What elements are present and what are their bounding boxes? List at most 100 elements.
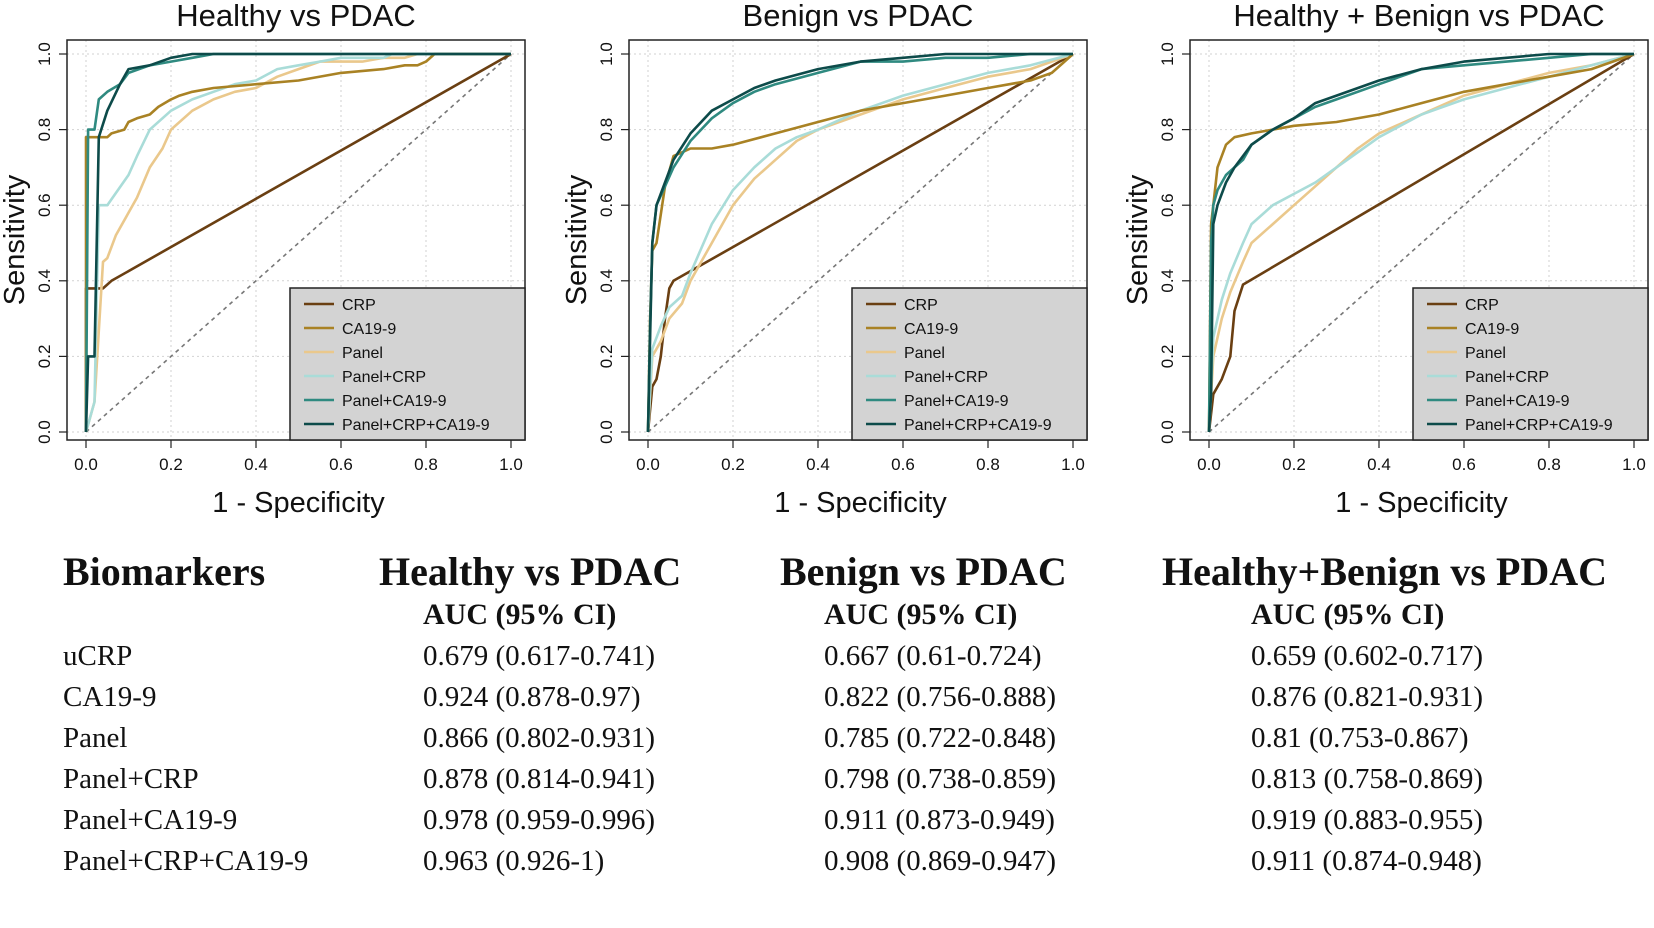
roc-line-panel	[84, 52, 511, 433]
y-tick-label: 0.6	[597, 193, 616, 217]
legend-label: Panel	[1465, 345, 1506, 362]
x-tick-label: 0.2	[1282, 455, 1306, 474]
y-axis-label: Sensitivity	[1122, 174, 1154, 305]
roc-line-panel-crp	[646, 52, 1074, 433]
y-tick-label: 0.0	[35, 420, 54, 444]
y-tick-label: 0.8	[35, 118, 54, 142]
y-tick-label: 1.0	[597, 42, 616, 66]
y-tick-label: 0.2	[597, 345, 616, 369]
legend-label: Panel	[342, 345, 383, 362]
legend-label: Panel+CRP+CA19-9	[1465, 417, 1613, 434]
table-cell-auc: 0.978 (0.959-0.996)	[423, 804, 655, 836]
table-cell-auc: 0.908 (0.869-0.947)	[824, 845, 1056, 877]
roc-line-panel	[646, 52, 1074, 433]
table-cell-auc: 0.911 (0.874-0.948)	[1251, 845, 1482, 877]
table-header-comparison: Benign vs PDAC	[780, 549, 1067, 594]
table-row-label: Panel+CRP	[63, 763, 199, 795]
x-tick-label: 0.4	[806, 455, 830, 474]
roc-charts: Healthy vs PDAC 0.0 0.2 0.4 0.6 0.8 1.0 0.0 0.2 0…	[0, 0, 1649, 519]
legend-label: CRP	[342, 297, 376, 314]
legend-label: Panel+CA19-9	[904, 393, 1009, 410]
roc-line-panel-crp-ca19-9	[1207, 52, 1634, 433]
x-axis-label: 1 - Specificity	[212, 487, 385, 519]
table-cell-auc: 0.876 (0.821-0.931)	[1251, 681, 1483, 713]
table-cell-auc: 0.813 (0.758-0.869)	[1251, 763, 1483, 795]
x-tick-label: 0.0	[74, 455, 98, 474]
y-tick-label: 1.0	[1158, 42, 1177, 66]
table-row-label: Panel+CRP+CA19-9	[63, 845, 309, 877]
y-tick-label: 0.4	[35, 269, 54, 293]
table-subheader-auc: AUC (95% CI)	[423, 598, 617, 631]
x-tick-label: 0.0	[636, 455, 660, 474]
x-tick-label: 1.0	[1622, 455, 1646, 474]
legend-label: Panel+CRP	[342, 369, 426, 386]
roc-chart-3: Healthy + Benign vs PDAC 0.0 0.2 0.4 0.6 0.8 1…	[1122, 0, 1649, 519]
y-tick-label: 1.0	[35, 42, 54, 66]
table-cell-auc: 0.878 (0.814-0.941)	[423, 763, 655, 795]
y-tick-label: 0.4	[597, 269, 616, 293]
legend: CRP CA19-9 Panel Panel+CRP Panel+CA19-9 Panel…	[289, 287, 526, 441]
legend-label: Panel+CA19-9	[342, 393, 447, 410]
legend-box	[1412, 287, 1649, 441]
chart-title: Benign vs PDAC	[743, 0, 974, 33]
table-cell-auc: 0.919 (0.883-0.955)	[1251, 804, 1483, 836]
legend-box	[289, 287, 526, 441]
table-cell-auc: 0.659 (0.602-0.717)	[1251, 640, 1483, 672]
auc-table: Biomarkers Healthy vs PDAC Benign vs PDAC H…	[0, 549, 1654, 928]
x-tick-label: 0.6	[891, 455, 915, 474]
table-cell-auc: 0.866 (0.802-0.931)	[423, 722, 655, 754]
legend-label: Panel+CA19-9	[1465, 393, 1570, 410]
x-axis-label: 1 - Specificity	[1335, 487, 1508, 519]
legend-label: Panel+CRP+CA19-9	[904, 417, 1052, 434]
legend-label: Panel+CRP	[1465, 369, 1549, 386]
table-cell-auc: 0.822 (0.756-0.888)	[824, 681, 1056, 713]
y-tick-label: 0.2	[1158, 345, 1177, 369]
legend-label: CRP	[904, 297, 938, 314]
table-cell-auc: 0.963 (0.926-1)	[423, 845, 605, 877]
table-cell-auc: 0.785 (0.722-0.848)	[824, 722, 1056, 754]
x-tick-label: 0.4	[244, 455, 268, 474]
y-tick-label: 0.0	[597, 420, 616, 444]
x-tick-label: 0.8	[1537, 455, 1561, 474]
x-tick-label: 0.8	[976, 455, 1000, 474]
x-tick-label: 1.0	[499, 455, 523, 474]
table-cell-auc: 0.798 (0.738-0.859)	[824, 763, 1056, 795]
legend-box	[851, 287, 1088, 441]
table-cell-auc: 0.911 (0.873-0.949)	[824, 804, 1055, 836]
legend-label: Panel+CRP+CA19-9	[342, 417, 490, 434]
y-tick-label: 0.6	[1158, 193, 1177, 217]
table-cell-auc: 0.679 (0.617-0.741)	[423, 640, 655, 672]
x-tick-label: 0.6	[1452, 455, 1476, 474]
table-cell-auc: 0.924 (0.878-0.97)	[423, 681, 641, 713]
x-tick-label: 0.0	[1197, 455, 1221, 474]
x-tick-label: 0.2	[159, 455, 183, 474]
y-tick-label: 0.6	[35, 193, 54, 217]
legend-label: Panel	[904, 345, 945, 362]
chart-title: Healthy + Benign vs PDAC	[1233, 0, 1604, 33]
y-tick-label: 0.4	[1158, 269, 1177, 293]
x-tick-label: 0.2	[721, 455, 745, 474]
chance-diagonal	[1208, 53, 1635, 433]
table-row-label: Panel	[63, 722, 128, 754]
table-cell-auc: 0.667 (0.61-0.724)	[824, 640, 1042, 672]
roc-line-ca19-9	[1207, 52, 1635, 433]
x-tick-label: 0.6	[329, 455, 353, 474]
table-subheader-auc: AUC (95% CI)	[1251, 598, 1445, 631]
table-header-comparison: Healthy+Benign vs PDAC	[1162, 549, 1608, 594]
table-cell-auc: 0.81 (0.753-0.867)	[1251, 722, 1469, 754]
chance-diagonal	[647, 53, 1074, 433]
y-axis-label: Sensitivity	[0, 174, 31, 305]
legend-label: CA19-9	[904, 321, 958, 338]
roc-chart-2: Benign vs PDAC 0.0 0.2 0.4 0.6 0.8 1.0 0.0 0.2 0.…	[561, 0, 1088, 519]
x-tick-label: 0.8	[414, 455, 438, 474]
roc-line-panel-crp-ca19-9	[84, 52, 511, 433]
table-row-label: CA19-9	[63, 681, 157, 713]
table-header-comparison: Healthy vs PDAC	[379, 549, 682, 594]
y-axis-label: Sensitivity	[561, 174, 593, 305]
chance-diagonal	[85, 53, 512, 433]
roc-line-crp	[1207, 52, 1635, 433]
table-row-label: uCRP	[63, 640, 133, 672]
legend-label: CA19-9	[1465, 321, 1519, 338]
y-tick-label: 0.8	[1158, 118, 1177, 142]
roc-line-ca19-9	[646, 53, 1074, 433]
